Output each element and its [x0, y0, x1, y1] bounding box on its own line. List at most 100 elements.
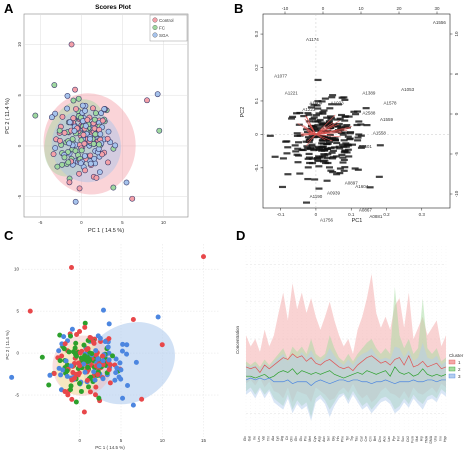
panel-a-point — [73, 106, 79, 112]
panel-b-point-label: A1004 — [309, 100, 323, 105]
panel-b-righttick-label: 5 — [454, 72, 459, 75]
panel-b-point-label: A1559 — [380, 117, 394, 122]
panel-b-dense-label — [284, 146, 292, 149]
panel-b-dense-label — [289, 115, 297, 118]
panel-b-point-label: A0867 — [359, 207, 373, 212]
panel-a-point — [72, 147, 79, 154]
panel-c-point — [91, 369, 97, 375]
panel-c-point — [78, 388, 84, 394]
panel-a-point — [144, 97, 150, 104]
panel-c-point — [71, 375, 77, 381]
panel-b-dense-label — [311, 178, 319, 181]
panel-b-dense-label — [362, 107, 370, 110]
panel-b-dense-label — [329, 149, 337, 152]
panel-b-dense-label — [303, 145, 311, 148]
panel-b-dense-label — [344, 148, 352, 151]
panel-b-dense-label — [341, 98, 349, 101]
panel-b-point-label: A1604 — [355, 184, 369, 189]
panel-a-point — [77, 160, 84, 167]
panel-b-dense-label — [324, 153, 332, 156]
panel-a-point — [96, 169, 103, 175]
panel-a-point — [105, 128, 112, 135]
panel-b-dense-label — [310, 116, 318, 119]
panel-b-dense-label — [325, 124, 333, 128]
panel-letter-c: C — [4, 228, 14, 243]
panel-b-dense-label — [331, 146, 339, 149]
panel-b-dense-label — [314, 124, 322, 127]
panel-b-dense-label — [300, 114, 308, 118]
panel-b-dense-label — [336, 147, 344, 150]
panel-b-dense-label — [323, 156, 331, 160]
panel-b-dense-label — [328, 151, 336, 154]
panel-a-point — [90, 141, 97, 147]
panel-c-point — [57, 358, 63, 364]
panel-c-point — [58, 372, 64, 378]
panel-d-xtick-label: Glu — [299, 436, 303, 441]
panel-b-point-label: A1556 — [433, 20, 447, 25]
panel-a-title: Scores Plot — [95, 4, 132, 11]
panel-d-xtick-label: Pyr — [392, 435, 396, 441]
panel-a-ytick-label: -5 — [17, 194, 22, 198]
panel-b-dense-label — [343, 151, 351, 154]
panel-c-xtick-label: 0 — [78, 438, 81, 443]
panel-b-dense-label — [355, 133, 363, 136]
panel-b-point-label: A2588 — [362, 110, 376, 115]
panel-b-dense-label — [329, 94, 337, 97]
panel-b-dense-label — [304, 157, 312, 160]
panel-d-xtick-label: Ura — [434, 436, 438, 442]
panel-c-point — [82, 356, 88, 362]
panel-b-dense-label — [314, 107, 322, 110]
panel-b-dense-label — [376, 144, 384, 147]
panel-c-point — [102, 339, 108, 345]
panel-b-ytick-label: 0.3 — [254, 30, 259, 37]
panel-c-point — [72, 345, 78, 351]
panel-b-dense-label — [336, 167, 344, 170]
panel-a-point — [82, 122, 89, 129]
panel-c-point — [77, 328, 83, 334]
panel-c-point — [68, 333, 74, 339]
panel-a-point — [49, 114, 55, 121]
panel-a-point — [52, 145, 59, 151]
panel-b-dense-label — [344, 135, 352, 138]
panel-b-dense-label — [324, 161, 332, 165]
panel-b-dense-label — [341, 115, 349, 118]
panel-a-point — [79, 102, 86, 109]
panel-b-dense-label — [338, 153, 346, 156]
panel-b-dense-label — [312, 114, 320, 117]
panel-a-point — [70, 115, 77, 122]
panel-a-point — [57, 137, 63, 144]
panel-c-ytick-label: -5 — [15, 393, 19, 398]
panel-b-dense-label — [363, 124, 371, 127]
panel-a-point — [56, 127, 63, 134]
panel-c-point — [86, 384, 92, 390]
panel-a-ytick-label: 0 — [17, 144, 22, 147]
panel-c-point — [57, 332, 63, 338]
panel-c-point — [107, 362, 113, 368]
panel-c-point — [107, 380, 113, 386]
panel-b-loading-arrow — [303, 127, 317, 135]
panel-c-point — [63, 358, 69, 364]
panel-c-point — [39, 354, 45, 360]
panel-b-dense-label — [284, 173, 292, 176]
panel-c-point — [67, 387, 73, 393]
panel-a-point — [52, 110, 58, 117]
panel-b-dense-label — [357, 134, 365, 137]
panel-b-dense-label — [320, 109, 328, 112]
panel-b-dense-label — [317, 121, 325, 124]
panel-b-dense-label — [342, 142, 350, 145]
panel-c-point — [85, 346, 91, 352]
panel-a-point — [70, 97, 77, 104]
panel-d-bands — [246, 273, 446, 421]
panel-d-band-cluster-3 — [246, 342, 446, 421]
panel-c-point — [68, 383, 74, 389]
panel-b-labeled-points: A1556 A1174 A1077 A1053 A1389 A1221 A1578 A1004… — [274, 20, 446, 222]
panel-b-dense-label — [320, 153, 328, 156]
panel-a-xtick-label: 0 — [80, 220, 83, 225]
panel-a-point — [112, 142, 119, 149]
panel-c-point — [117, 360, 123, 366]
panel-d-xtick-label: Met — [308, 436, 312, 442]
panel-a-legend-label: Control — [159, 18, 174, 23]
panel-a-point — [75, 95, 82, 102]
panel-b-dense-label — [315, 165, 323, 168]
panel-b-dense-label — [340, 169, 348, 172]
